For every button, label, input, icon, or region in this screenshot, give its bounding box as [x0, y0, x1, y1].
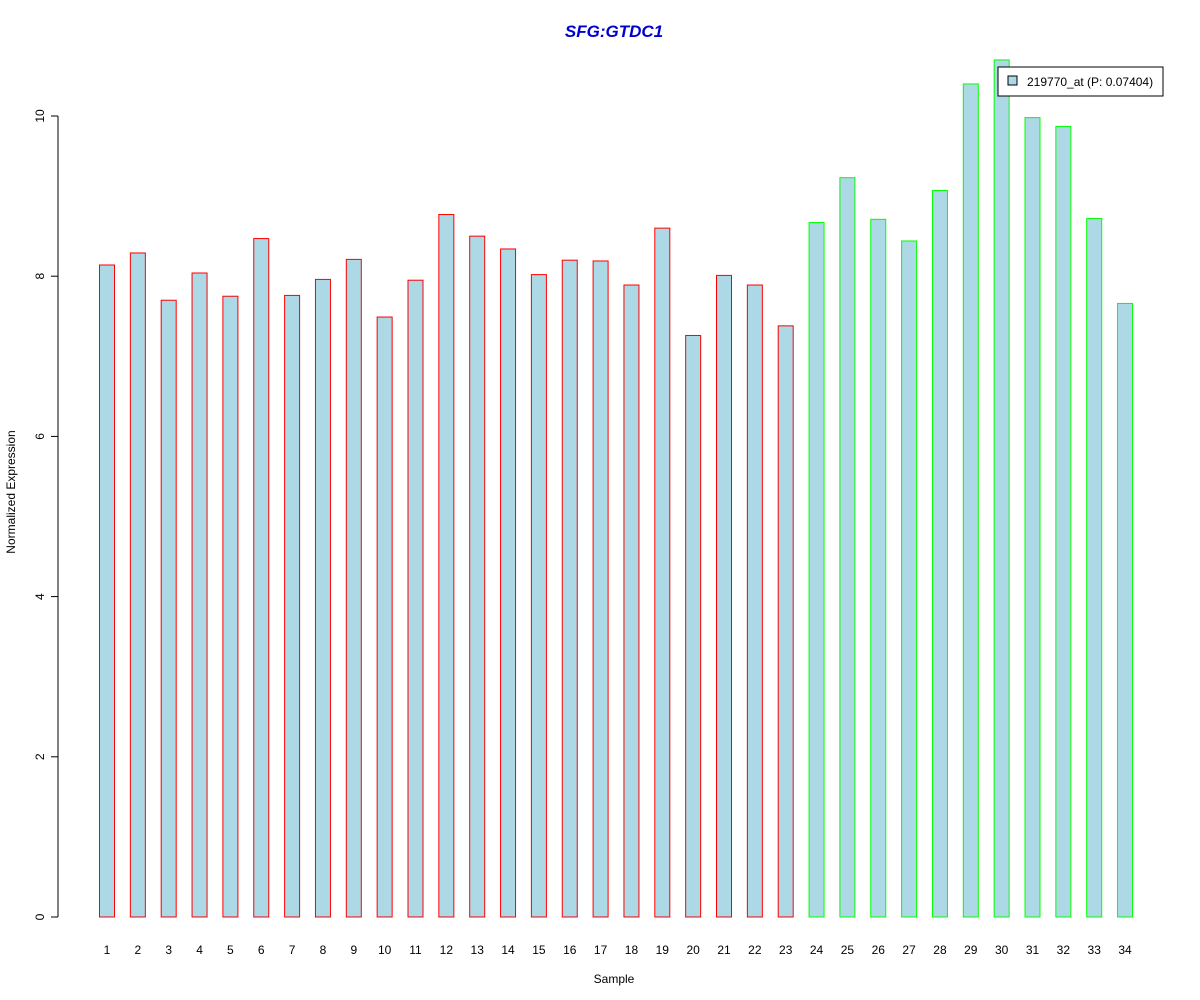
x-tick-label: 25 [841, 943, 855, 957]
y-axis-label: Normalized Expression [4, 430, 18, 553]
y-tick-label: 8 [33, 273, 47, 280]
x-tick-label: 27 [902, 943, 916, 957]
y-tick-label: 4 [33, 593, 47, 600]
chart-title: SFG:GTDC1 [565, 22, 663, 41]
bar-sample-4 [191, 272, 208, 918]
x-tick-label: 3 [165, 943, 172, 957]
x-tick-label: 22 [748, 943, 762, 957]
x-tick-label: 5 [227, 943, 234, 957]
bar-sample-29 [962, 83, 979, 918]
x-tick-label: 13 [471, 943, 485, 957]
x-tick-label: 29 [964, 943, 978, 957]
bars-group [99, 59, 1134, 918]
bar-sample-24 [808, 222, 825, 918]
x-tick-label: 15 [532, 943, 546, 957]
y-tick-label: 10 [33, 109, 47, 123]
bar-sample-12 [438, 214, 455, 918]
x-tick-label: 34 [1118, 943, 1132, 957]
x-tick-label: 14 [501, 943, 515, 957]
x-tick-labels: 1 2 3 4 5 6 7 8 9 10 11 12 13 14 15 16 17 18 19 20 21 22 23 24 2… [104, 943, 1132, 957]
bar-sample-10 [376, 316, 393, 918]
bar-sample-25 [839, 177, 856, 918]
x-tick-label: 31 [1026, 943, 1040, 957]
bar-sample-20 [685, 334, 702, 918]
x-tick-label: 1 [104, 943, 111, 957]
x-tick-label: 23 [779, 943, 793, 957]
x-tick-label: 33 [1088, 943, 1102, 957]
bar-sample-33 [1086, 218, 1103, 918]
bar-sample-32 [1055, 125, 1072, 918]
x-tick-label: 7 [289, 943, 296, 957]
x-tick-label: 11 [409, 943, 422, 957]
bar-sample-7 [284, 294, 301, 918]
bar-sample-17 [592, 260, 609, 918]
bar-sample-23 [777, 325, 794, 918]
bar-sample-16 [561, 259, 578, 918]
bar-sample-22 [746, 284, 763, 918]
bar-sample-5 [222, 295, 239, 918]
x-tick-label: 9 [350, 943, 357, 957]
bar-sample-11 [407, 279, 424, 918]
x-tick-label: 28 [933, 943, 947, 957]
legend: 219770_at (P: 0.07404) [997, 66, 1164, 97]
x-tick-label: 26 [872, 943, 886, 957]
x-tick-label: 4 [196, 943, 203, 957]
x-tick-label: 19 [656, 943, 670, 957]
bar-sample-28 [931, 189, 948, 918]
x-tick-label: 2 [135, 943, 142, 957]
y-axis: 0 2 4 6 8 10 [33, 109, 59, 920]
x-axis-label: Sample [594, 972, 635, 986]
y-tick-label: 0 [33, 913, 47, 920]
y-tick-label: 2 [33, 753, 47, 760]
bar-sample-18 [623, 284, 640, 918]
bar-sample-27 [901, 240, 918, 918]
bar-sample-19 [654, 227, 671, 918]
bar-sample-3 [160, 299, 177, 918]
bar-sample-8 [314, 278, 331, 918]
bar-sample-9 [345, 258, 362, 918]
x-tick-label: 32 [1057, 943, 1071, 957]
bar-sample-31 [1024, 117, 1041, 918]
x-tick-label: 17 [594, 943, 608, 957]
x-tick-label: 12 [440, 943, 454, 957]
bar-sample-6 [253, 238, 270, 918]
x-tick-label: 6 [258, 943, 265, 957]
x-tick-label: 10 [378, 943, 392, 957]
bar-sample-14 [500, 248, 517, 918]
x-tick-label: 30 [995, 943, 1009, 957]
x-tick-label: 18 [625, 943, 639, 957]
legend-box [997, 66, 1164, 97]
legend-swatch [1007, 75, 1018, 86]
x-tick-label: 21 [717, 943, 731, 957]
bar-sample-34 [1117, 302, 1134, 918]
bar-sample-15 [530, 274, 547, 918]
bar-sample-1 [99, 264, 115, 918]
bar-sample-30 [993, 59, 1010, 918]
x-tick-label: 20 [686, 943, 700, 957]
x-tick-label: 24 [810, 943, 824, 957]
legend-entry-label: 219770_at (P: 0.07404) [1027, 75, 1153, 89]
y-tick-label: 6 [33, 433, 47, 440]
bar-sample-26 [870, 218, 887, 918]
bar-sample-2 [129, 252, 146, 918]
bar-sample-21 [716, 274, 732, 918]
x-tick-label: 8 [320, 943, 327, 957]
bar-sample-13 [469, 235, 486, 918]
x-tick-label: 16 [563, 943, 577, 957]
